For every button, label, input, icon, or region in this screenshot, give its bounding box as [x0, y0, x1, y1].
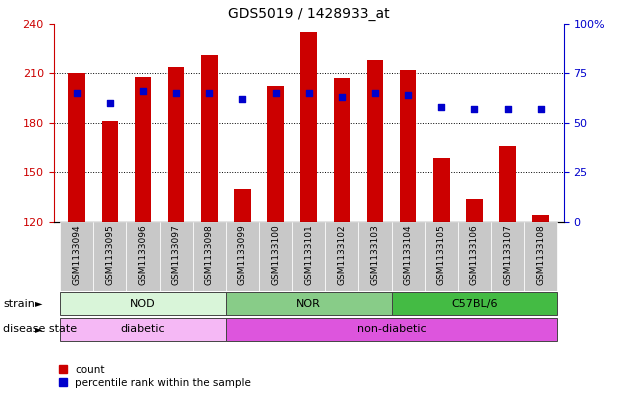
- Bar: [168, 66, 185, 222]
- Bar: [226, 222, 259, 291]
- Bar: [524, 222, 557, 291]
- Bar: [201, 55, 217, 222]
- Bar: [425, 222, 458, 291]
- Bar: [301, 32, 317, 222]
- Bar: [135, 77, 151, 222]
- Point: [72, 90, 82, 96]
- Bar: [325, 222, 358, 291]
- Bar: [226, 292, 391, 315]
- Text: GSM1133096: GSM1133096: [139, 224, 147, 285]
- Point: [304, 90, 314, 96]
- Bar: [433, 158, 450, 222]
- Text: diabetic: diabetic: [121, 324, 165, 334]
- Text: C57BL/6: C57BL/6: [451, 299, 498, 309]
- Text: non-diabetic: non-diabetic: [357, 324, 427, 334]
- Text: GSM1133106: GSM1133106: [470, 224, 479, 285]
- Bar: [391, 292, 557, 315]
- Text: GSM1133103: GSM1133103: [370, 224, 379, 285]
- Bar: [60, 222, 93, 291]
- Point: [204, 90, 214, 96]
- Text: GSM1133107: GSM1133107: [503, 224, 512, 285]
- Point: [436, 104, 446, 110]
- Text: NOD: NOD: [130, 299, 156, 309]
- Text: GSM1133104: GSM1133104: [404, 224, 413, 285]
- Text: disease state: disease state: [3, 324, 77, 334]
- Text: GSM1133095: GSM1133095: [105, 224, 115, 285]
- Text: GSM1133100: GSM1133100: [271, 224, 280, 285]
- Text: NOR: NOR: [296, 299, 321, 309]
- Bar: [93, 222, 127, 291]
- Point: [171, 90, 181, 96]
- Text: GSM1133099: GSM1133099: [238, 224, 247, 285]
- Bar: [333, 78, 350, 222]
- Bar: [267, 86, 284, 222]
- Point: [105, 100, 115, 106]
- Bar: [193, 222, 226, 291]
- Bar: [391, 222, 425, 291]
- Text: ►: ►: [35, 299, 42, 309]
- Bar: [367, 60, 383, 222]
- Point: [238, 96, 248, 102]
- Text: GSM1133108: GSM1133108: [536, 224, 545, 285]
- Bar: [532, 215, 549, 222]
- Text: GSM1133105: GSM1133105: [437, 224, 446, 285]
- Text: GSM1133102: GSM1133102: [337, 224, 346, 285]
- Bar: [466, 199, 483, 222]
- Point: [536, 106, 546, 112]
- Point: [503, 106, 513, 112]
- Bar: [159, 222, 193, 291]
- Bar: [292, 222, 325, 291]
- Bar: [69, 73, 85, 222]
- Text: GSM1133101: GSM1133101: [304, 224, 313, 285]
- Bar: [234, 189, 251, 222]
- Bar: [60, 318, 226, 341]
- Bar: [499, 146, 516, 222]
- Bar: [127, 222, 159, 291]
- Bar: [400, 70, 416, 222]
- Text: strain: strain: [3, 299, 35, 309]
- Bar: [491, 222, 524, 291]
- Point: [270, 90, 280, 96]
- Text: GSM1133094: GSM1133094: [72, 224, 81, 285]
- Bar: [259, 222, 292, 291]
- Bar: [226, 318, 557, 341]
- Point: [337, 94, 347, 100]
- Point: [469, 106, 479, 112]
- Point: [138, 88, 148, 94]
- Point: [370, 90, 380, 96]
- Text: ►: ►: [35, 324, 42, 334]
- Text: GSM1133098: GSM1133098: [205, 224, 214, 285]
- Title: GDS5019 / 1428933_at: GDS5019 / 1428933_at: [228, 7, 389, 21]
- Bar: [358, 222, 391, 291]
- Text: GSM1133097: GSM1133097: [171, 224, 181, 285]
- Bar: [101, 121, 118, 222]
- Bar: [458, 222, 491, 291]
- Legend: count, percentile rank within the sample: count, percentile rank within the sample: [59, 365, 251, 388]
- Bar: [60, 292, 226, 315]
- Point: [403, 92, 413, 98]
